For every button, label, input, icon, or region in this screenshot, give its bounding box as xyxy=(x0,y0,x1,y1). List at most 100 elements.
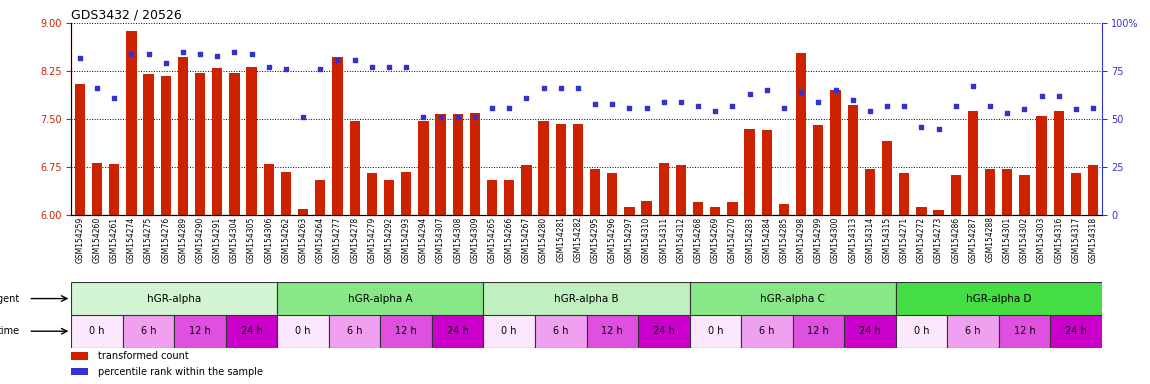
Bar xyxy=(315,180,325,215)
Text: 12 h: 12 h xyxy=(601,326,623,336)
Point xyxy=(294,114,313,120)
Text: 12 h: 12 h xyxy=(190,326,210,336)
Point xyxy=(1084,104,1103,111)
Bar xyxy=(381,315,432,348)
Bar xyxy=(298,209,308,215)
Point xyxy=(174,49,192,55)
Point xyxy=(380,64,398,70)
Bar xyxy=(607,174,618,215)
Point xyxy=(998,110,1017,116)
Point xyxy=(654,99,673,105)
Text: 6 h: 6 h xyxy=(347,326,362,336)
Point xyxy=(105,95,123,101)
Bar xyxy=(75,84,85,215)
Bar xyxy=(225,315,277,348)
Text: hGR-alpha A: hGR-alpha A xyxy=(348,293,413,304)
Bar xyxy=(384,180,394,215)
Bar xyxy=(277,282,483,315)
Bar xyxy=(432,315,483,348)
Bar xyxy=(483,282,690,315)
Bar xyxy=(109,164,120,215)
Bar xyxy=(350,121,360,215)
Bar xyxy=(693,202,704,215)
Bar xyxy=(332,57,343,215)
Point xyxy=(1067,106,1086,113)
Bar xyxy=(899,174,910,215)
Point xyxy=(620,104,638,111)
Bar xyxy=(175,315,225,348)
Bar xyxy=(624,207,635,215)
Bar xyxy=(161,76,171,215)
Point xyxy=(397,64,415,70)
Text: 6 h: 6 h xyxy=(140,326,156,336)
Bar xyxy=(469,113,480,215)
Bar xyxy=(123,315,175,348)
Bar xyxy=(538,121,549,215)
Text: 12 h: 12 h xyxy=(1013,326,1035,336)
Text: 0 h: 0 h xyxy=(90,326,105,336)
Text: 0 h: 0 h xyxy=(296,326,310,336)
Bar xyxy=(642,201,652,215)
Text: 12 h: 12 h xyxy=(396,326,417,336)
Point xyxy=(1033,93,1051,99)
Bar xyxy=(277,315,329,348)
Bar xyxy=(1036,116,1046,215)
Text: hGR-alpha B: hGR-alpha B xyxy=(554,293,619,304)
Bar xyxy=(1002,169,1012,215)
Bar xyxy=(896,282,1102,315)
Bar xyxy=(917,207,927,215)
Point xyxy=(139,51,158,57)
Point xyxy=(345,56,363,63)
Point xyxy=(877,103,896,109)
Bar xyxy=(948,315,998,348)
Point xyxy=(723,103,742,109)
Text: 24 h: 24 h xyxy=(859,326,881,336)
Bar xyxy=(71,315,123,348)
Bar xyxy=(535,315,586,348)
Bar xyxy=(71,282,277,315)
Bar xyxy=(196,73,205,215)
Bar xyxy=(744,129,754,215)
Point xyxy=(535,85,553,91)
Point xyxy=(466,114,484,120)
Point xyxy=(637,104,655,111)
Bar xyxy=(263,164,274,215)
Text: 12 h: 12 h xyxy=(807,326,829,336)
Bar xyxy=(882,141,892,215)
Bar xyxy=(865,169,875,215)
Point xyxy=(70,55,89,61)
Bar xyxy=(792,315,844,348)
Point xyxy=(277,66,296,72)
Bar xyxy=(1053,111,1064,215)
Bar xyxy=(367,174,377,215)
Bar xyxy=(521,165,531,215)
Bar xyxy=(71,353,87,360)
Point xyxy=(672,99,690,105)
Bar xyxy=(779,204,789,215)
Point xyxy=(946,103,965,109)
Point xyxy=(156,60,175,66)
Bar xyxy=(968,111,978,215)
Bar xyxy=(1019,175,1029,215)
Bar xyxy=(690,315,741,348)
Bar xyxy=(844,315,896,348)
Bar xyxy=(711,207,720,215)
Bar xyxy=(555,124,566,215)
Bar xyxy=(638,315,690,348)
Bar xyxy=(813,126,823,215)
Bar xyxy=(486,180,497,215)
Text: 24 h: 24 h xyxy=(240,326,262,336)
Text: time: time xyxy=(0,326,20,336)
Bar xyxy=(848,105,858,215)
Text: 6 h: 6 h xyxy=(553,326,568,336)
Bar xyxy=(401,172,412,215)
Bar xyxy=(483,315,535,348)
Bar xyxy=(246,66,256,215)
Text: hGR-alpha C: hGR-alpha C xyxy=(760,293,825,304)
Text: 0 h: 0 h xyxy=(501,326,518,336)
Bar xyxy=(453,114,462,215)
Point xyxy=(208,53,227,59)
Bar xyxy=(659,162,669,215)
Point xyxy=(860,108,879,114)
Text: 24 h: 24 h xyxy=(447,326,468,336)
